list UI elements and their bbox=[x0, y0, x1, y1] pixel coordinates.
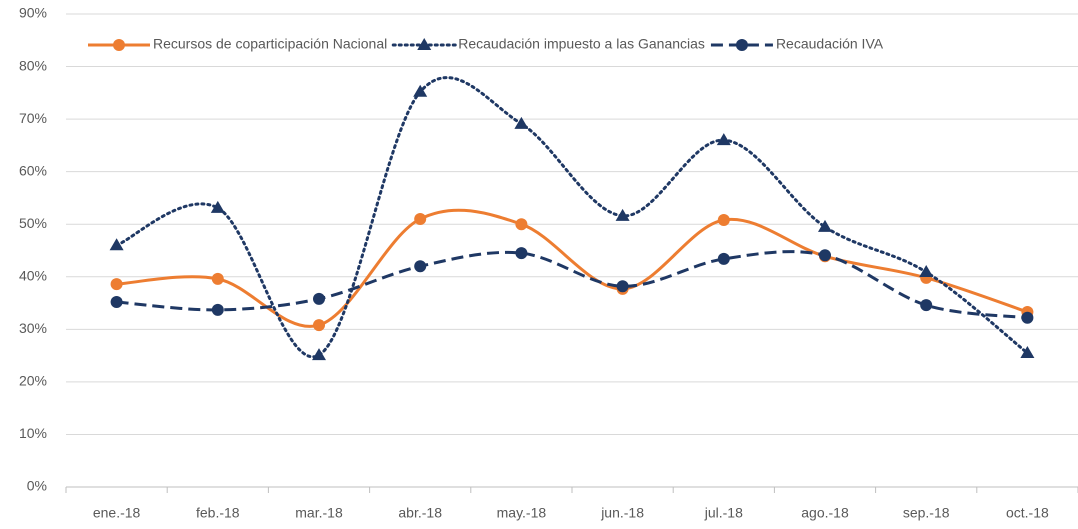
x-tick-label: jul.-18 bbox=[704, 505, 743, 521]
x-tick-label: ago.-18 bbox=[801, 505, 849, 521]
data-point bbox=[716, 133, 731, 146]
legend-marker bbox=[417, 38, 432, 50]
data-point bbox=[210, 200, 225, 213]
data-point bbox=[110, 296, 123, 309]
series-line bbox=[115, 76, 1029, 359]
data-point bbox=[312, 348, 326, 361]
data-point bbox=[110, 278, 123, 291]
data-point bbox=[414, 212, 427, 225]
y-tick-label: 0% bbox=[27, 478, 47, 494]
series-line bbox=[116, 250, 1028, 320]
x-tick-label: may.-18 bbox=[497, 505, 547, 521]
data-point bbox=[211, 272, 224, 285]
legend-label: Recursos de coparticipación Nacional bbox=[153, 36, 387, 52]
series-line bbox=[116, 208, 1028, 328]
data-point bbox=[313, 292, 325, 305]
data-point bbox=[717, 252, 730, 265]
y-tick-label: 60% bbox=[19, 162, 47, 178]
data-point bbox=[514, 116, 529, 129]
data-point bbox=[819, 249, 831, 262]
y-tick-label: 20% bbox=[19, 373, 47, 389]
y-tick-label: 70% bbox=[19, 110, 47, 126]
data-point bbox=[313, 319, 325, 332]
data-point bbox=[211, 303, 224, 316]
data-point bbox=[413, 84, 428, 97]
data-point bbox=[515, 247, 528, 260]
legend-marker bbox=[735, 39, 748, 51]
x-tick-label: ene.-18 bbox=[93, 505, 141, 521]
x-tick-label: feb.-18 bbox=[196, 505, 240, 521]
y-tick-label: 40% bbox=[19, 267, 47, 283]
data-point bbox=[717, 214, 730, 227]
data-point bbox=[515, 218, 528, 231]
data-point bbox=[919, 265, 934, 278]
data-point bbox=[1021, 311, 1034, 324]
y-tick-label: 30% bbox=[19, 320, 47, 336]
data-point bbox=[920, 299, 933, 312]
data-point bbox=[1020, 345, 1035, 358]
y-tick-label: 10% bbox=[19, 425, 47, 441]
y-tick-label: 80% bbox=[19, 57, 47, 73]
x-tick-label: abr.-18 bbox=[398, 505, 442, 521]
data-point bbox=[109, 238, 124, 251]
data-point bbox=[818, 219, 832, 232]
legend-marker bbox=[113, 39, 125, 51]
y-tick-label: 90% bbox=[19, 5, 47, 21]
x-tick-label: mar.-18 bbox=[295, 505, 343, 521]
data-point bbox=[615, 208, 630, 221]
x-tick-label: jun.-18 bbox=[600, 505, 644, 521]
data-point bbox=[616, 280, 629, 293]
x-tick-label: oct.-18 bbox=[1006, 505, 1049, 521]
y-tick-label: 50% bbox=[19, 215, 47, 231]
legend-label: Recaudación impuesto a las Ganancias bbox=[458, 36, 705, 52]
legend-label: Recaudación IVA bbox=[776, 36, 884, 52]
data-point bbox=[414, 260, 427, 273]
x-tick-label: sep.-18 bbox=[903, 505, 950, 521]
